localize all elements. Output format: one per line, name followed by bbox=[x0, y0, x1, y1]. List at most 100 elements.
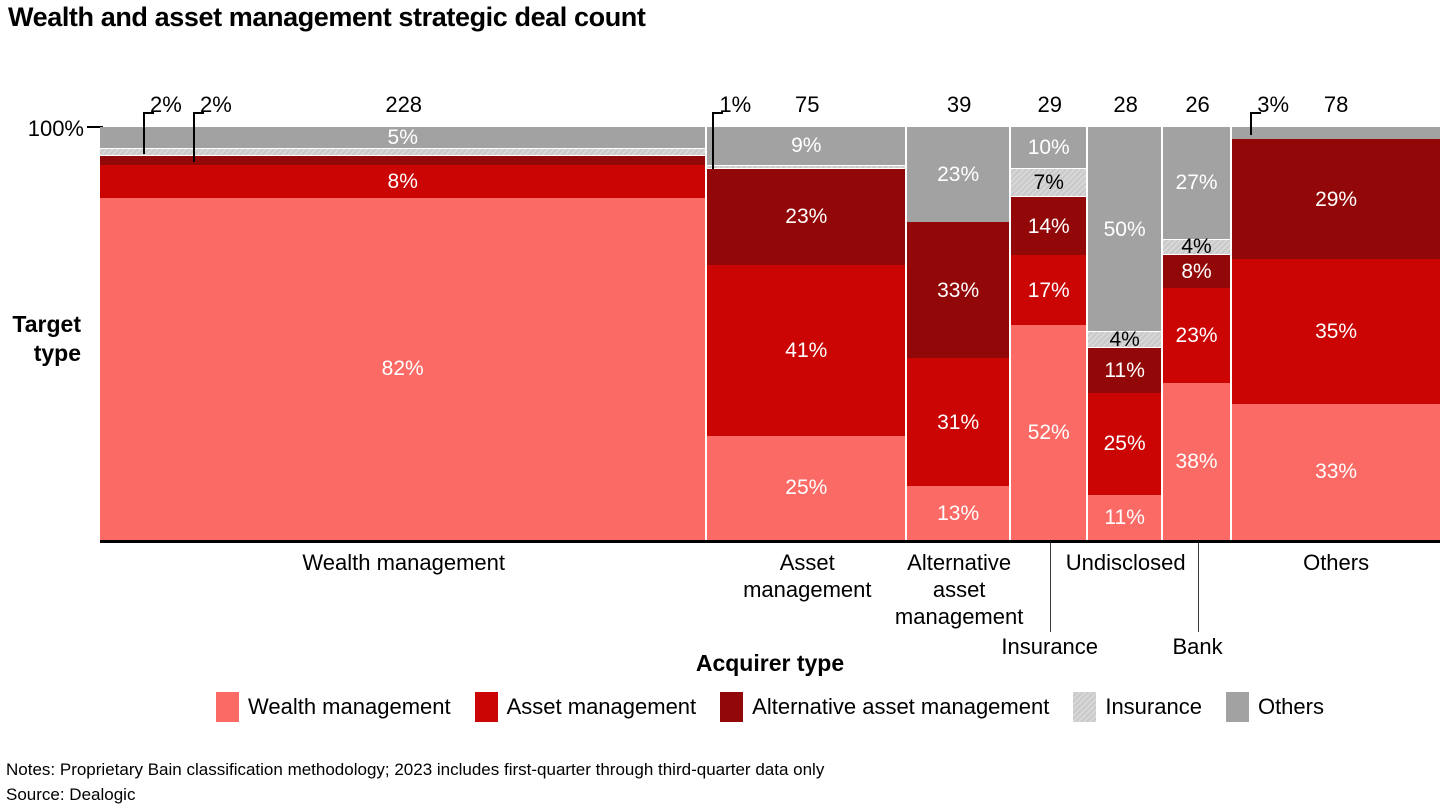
legend-swatch-alternative bbox=[720, 692, 744, 722]
segment-value-label: 33% bbox=[937, 278, 980, 302]
x-axis-label-alternative-asset-management: Alternative asset management bbox=[895, 549, 1023, 630]
segment-value-label: 13% bbox=[937, 501, 980, 525]
segment-value-label: 38% bbox=[1175, 450, 1218, 473]
legend-item-others: Others bbox=[1225, 692, 1324, 722]
segment-value-label: 17% bbox=[1027, 278, 1070, 302]
legend-swatch-insurance bbox=[1073, 692, 1097, 722]
column-count-others: 78 bbox=[1323, 92, 1349, 117]
legend-swatch-asset bbox=[474, 692, 498, 722]
callout-leader-line bbox=[143, 112, 154, 155]
x-axis-label-line: management bbox=[743, 577, 872, 602]
x-axis-label-line: Asset bbox=[779, 550, 835, 575]
segment-asset-alternative-asset-management: 31% bbox=[907, 358, 1010, 487]
column-insurance: 10% 7% 14% 17% 52% bbox=[1011, 127, 1089, 540]
x-axis-label-line: Undisclosed bbox=[1065, 550, 1186, 575]
column-count-insurance: 29 bbox=[1037, 92, 1062, 117]
column-others: 29% 35% 33% bbox=[1232, 127, 1440, 540]
segment-asset-wealth-management: 8% bbox=[100, 164, 706, 198]
segment-value-label: 52% bbox=[1027, 421, 1070, 445]
x-axis-label-insurance: Insurance bbox=[1001, 634, 1099, 659]
segment-others-alternative-asset-management: 23% bbox=[907, 127, 1010, 222]
segment-others-insurance: 10% bbox=[1011, 127, 1087, 169]
y-axis-tick-mark bbox=[87, 126, 103, 128]
segment-value-label: 23% bbox=[937, 162, 980, 186]
x-axis-label-line: Others bbox=[1303, 550, 1370, 575]
segment-asset-asset-management: 41% bbox=[707, 264, 906, 436]
legend-item-asset-management: Asset management bbox=[474, 692, 697, 722]
callout-value-label: 3% bbox=[1257, 92, 1289, 117]
segment-others-bank: 27% bbox=[1162, 127, 1231, 239]
segment-value-label: 29% bbox=[1315, 187, 1358, 211]
callout-leader-line bbox=[1250, 112, 1262, 136]
segment-value-label: 11% bbox=[1104, 358, 1145, 382]
segment-others-asset-management: 9% bbox=[707, 127, 906, 165]
segment-others-wealth-management: 5% bbox=[100, 125, 706, 149]
notes-text: Notes: Proprietary Bain classification m… bbox=[6, 760, 825, 779]
column-bank: 27% 4% 8% 23% 38% bbox=[1162, 127, 1233, 540]
callout-leader-line bbox=[193, 112, 204, 163]
callout-value-label: 2% bbox=[200, 92, 232, 117]
segment-insurance-asset-management bbox=[707, 164, 906, 169]
callout-value-label: 2% bbox=[150, 92, 182, 117]
segment-insurance-wealth-management bbox=[100, 147, 706, 157]
y-axis-max-tick-label: 100% bbox=[27, 116, 84, 141]
x-axis-label-asset-management: Asset management bbox=[743, 549, 871, 603]
column-count-alternative-asset-management: 39 bbox=[946, 92, 972, 117]
axis-leader-line-bank bbox=[1197, 543, 1199, 632]
segment-alternative-asset-management: 23% bbox=[707, 168, 906, 265]
column-count-wealth-management: 228 bbox=[385, 92, 423, 117]
x-axis-label-bank: Bank bbox=[1172, 634, 1223, 659]
x-axis-label-undisclosed: Undisclosed bbox=[1066, 549, 1186, 576]
segment-value-label: 33% bbox=[1315, 460, 1358, 484]
mekko-plot-area: 5% 8% 82% 9% 23% 41% 25% 23% 33% 31% 13% 10% 7% 14% 17… bbox=[100, 127, 1440, 540]
column-count-undisclosed: 28 bbox=[1113, 92, 1138, 117]
legend-label: Asset management bbox=[506, 694, 697, 719]
x-axis-label-line: Wealth management bbox=[302, 550, 505, 575]
segment-wealth-bank: 38% bbox=[1162, 383, 1231, 540]
x-axis-label-line: asset bbox=[932, 577, 986, 602]
segment-value-label: 14% bbox=[1027, 214, 1070, 238]
segment-wealth-others: 33% bbox=[1232, 403, 1440, 540]
legend-label: Others bbox=[1257, 694, 1324, 719]
legend: Wealth management Asset management Alterna… bbox=[100, 692, 1440, 722]
segment-value-label: 4% bbox=[1181, 235, 1212, 259]
segment-insurance-undisclosed: 4% bbox=[1088, 329, 1161, 350]
callout-leader-line bbox=[712, 112, 724, 169]
segment-alternative-alternative-asset-management: 33% bbox=[907, 221, 1010, 359]
column-asset-management: 9% 23% 41% 25% bbox=[707, 127, 908, 540]
segment-alternative-others: 29% bbox=[1232, 139, 1440, 260]
segment-alternative-insurance: 14% bbox=[1011, 197, 1087, 256]
segment-asset-insurance: 17% bbox=[1011, 255, 1087, 326]
chart-title: Wealth and asset management strategic de… bbox=[8, 2, 646, 32]
segment-value-label: 11% bbox=[1104, 505, 1145, 529]
segment-wealth-wealth-management: 82% bbox=[100, 197, 706, 540]
segment-others-others bbox=[1232, 127, 1440, 140]
segment-value-label: 25% bbox=[785, 476, 828, 500]
axis-leader-line-insurance bbox=[1049, 543, 1051, 632]
segment-value-label: 23% bbox=[785, 205, 828, 229]
column-undisclosed: 50% 4% 11% 25% 11% bbox=[1088, 127, 1163, 540]
x-axis-title: Acquirer type bbox=[695, 650, 845, 676]
callout-value-label: 1% bbox=[719, 92, 752, 117]
segment-wealth-undisclosed: 11% bbox=[1088, 494, 1161, 540]
legend-label: Alternative asset management bbox=[752, 694, 1050, 719]
segment-asset-others: 35% bbox=[1232, 259, 1440, 404]
segment-value-label: 41% bbox=[785, 338, 828, 362]
segment-asset-bank: 23% bbox=[1162, 288, 1231, 384]
legend-swatch-others bbox=[1225, 692, 1249, 722]
source-text: Source: Dealogic bbox=[6, 785, 136, 804]
segment-value-label: 35% bbox=[1315, 319, 1358, 343]
legend-item-alternative-asset-management: Alternative asset management bbox=[720, 692, 1049, 722]
segment-asset-undisclosed: 25% bbox=[1088, 392, 1161, 495]
segment-value-label: 7% bbox=[1033, 171, 1064, 195]
x-axis-label-line: Alternative bbox=[907, 550, 1012, 575]
column-alternative-asset-management: 23% 33% 31% 13% bbox=[907, 127, 1012, 540]
segment-wealth-alternative-asset-management: 13% bbox=[907, 486, 1010, 540]
y-axis-title: Target type bbox=[0, 310, 81, 368]
column-count-bank: 26 bbox=[1185, 92, 1210, 117]
x-axis-label-others: Others bbox=[1303, 549, 1369, 576]
x-axis-label-line: management bbox=[894, 604, 1024, 629]
segment-wealth-asset-management: 25% bbox=[707, 435, 906, 540]
segment-value-label: 5% bbox=[387, 125, 418, 149]
segment-value-label: 31% bbox=[937, 410, 980, 434]
